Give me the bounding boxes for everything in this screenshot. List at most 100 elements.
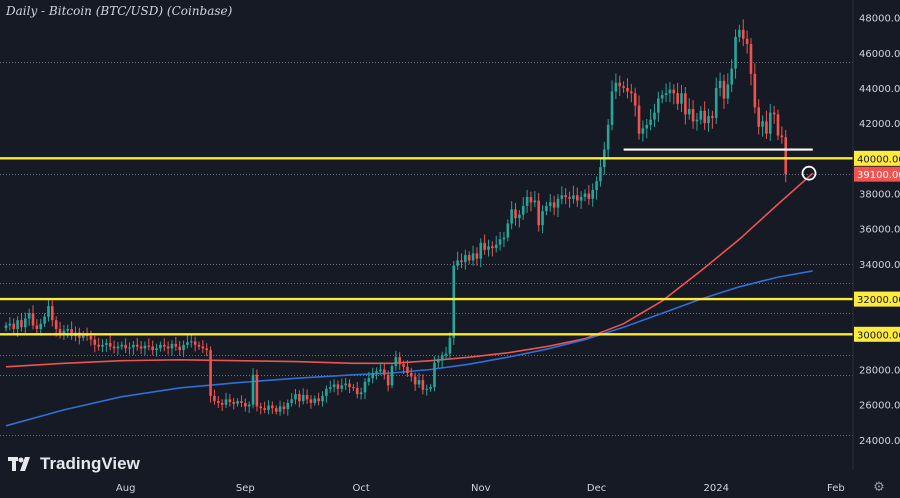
ema-red-line: [5, 172, 814, 368]
candle-body-up: [533, 200, 537, 203]
candle-body-down: [491, 246, 494, 249]
candle-body-down: [413, 376, 417, 385]
candle-body-down: [259, 406, 263, 409]
candle-body-down: [475, 253, 479, 259]
candle-body-up: [43, 316, 46, 324]
candle-body-down: [244, 402, 247, 407]
candle-body-up: [641, 128, 645, 134]
candle-body-up: [664, 93, 668, 96]
candle-body-down: [398, 357, 402, 365]
candle-body-up: [313, 398, 317, 403]
price-tick-label: 24000.00: [859, 436, 900, 447]
candle-body-up: [321, 395, 324, 402]
candle-body-up: [699, 110, 703, 120]
candle-body-up: [510, 209, 513, 224]
candle-body-up: [738, 29, 741, 37]
candle-body-up: [128, 347, 131, 349]
time-tick-label: Feb: [827, 483, 845, 494]
price-axis: 24000.00 26000.00 28000.00 30000.00 32000.00…: [854, 14, 900, 447]
candle-body-down: [93, 339, 97, 345]
candle-body-up: [714, 87, 718, 118]
candle-body-down: [54, 320, 58, 330]
candle-body-down: [757, 107, 760, 127]
candle-body-down: [537, 200, 540, 226]
candle-body-up: [487, 246, 490, 250]
candle-body-up: [591, 190, 595, 199]
candle-body-up: [39, 323, 43, 330]
candle-body-down: [684, 93, 687, 115]
candle-body-up: [506, 223, 510, 238]
candle-body-up: [425, 388, 429, 390]
candle-body-up: [668, 89, 672, 94]
time-axis: Aug Sep Oct Nov Dec 2024 Feb: [116, 483, 845, 494]
candle-body-up: [344, 383, 347, 386]
candle-body-down: [70, 329, 73, 337]
candle-body-down: [575, 195, 579, 201]
candle-body-down: [514, 209, 517, 219]
candle-body-up: [541, 211, 544, 226]
candle-body-down: [637, 105, 641, 134]
candle-body-up: [189, 341, 193, 343]
candle-body-up: [595, 181, 598, 191]
candle-body-up: [521, 205, 525, 215]
candle-body-up: [27, 313, 31, 319]
candle-body-up: [132, 344, 135, 348]
candle-body-up: [456, 260, 459, 266]
candle-body-down: [135, 344, 139, 347]
time-tick-label: Nov: [471, 483, 491, 494]
candle-body-up: [301, 394, 305, 402]
candle-body-down: [97, 344, 100, 347]
candle-body-up: [251, 374, 255, 405]
candle-body-up: [278, 406, 282, 412]
candle-body-down: [12, 323, 16, 330]
candle-body-up: [614, 82, 618, 92]
candle-body-down: [626, 87, 629, 92]
candle-body-up: [448, 337, 452, 354]
candle-body-up: [375, 371, 378, 373]
candle-body-down: [255, 374, 259, 407]
candle-body-up: [726, 84, 730, 99]
candle-body-down: [784, 137, 788, 175]
candle-body-up: [452, 265, 456, 338]
candle-body-up: [62, 330, 66, 335]
candle-body-up: [379, 369, 382, 372]
candle-body-up: [417, 380, 421, 385]
candle-body-up: [116, 346, 120, 349]
time-tick-label: Oct: [352, 483, 369, 494]
candle-body-up: [340, 385, 344, 389]
candle-body-down: [193, 341, 197, 345]
candle-body-up: [328, 387, 332, 389]
candle-body-down: [336, 384, 340, 389]
candle-body-down: [205, 348, 209, 351]
candle-body-down: [421, 380, 425, 390]
candle-body-up: [247, 404, 251, 407]
candle-body-up: [267, 405, 270, 410]
candle-body-up: [545, 205, 548, 212]
candle-body-up: [81, 334, 85, 338]
candle-body-down: [529, 197, 533, 203]
candle-body-down: [274, 408, 278, 412]
candle-body-down: [753, 73, 757, 108]
candle-body-down: [197, 344, 201, 347]
price-tick-label: 48000.00: [859, 14, 900, 25]
candle-body-up: [155, 348, 158, 351]
candle-body-down: [217, 401, 220, 403]
level-tag-30000: [854, 326, 900, 342]
candle-body-down: [108, 343, 112, 347]
candle-body-down: [483, 242, 486, 250]
candle-body-up: [371, 372, 374, 379]
candle-body-down: [271, 405, 274, 409]
level-tag-32000: [854, 291, 900, 307]
candle-body-down: [703, 110, 706, 124]
settings-gear-icon[interactable]: ⚙: [873, 480, 885, 495]
candle-body-up: [66, 329, 70, 331]
candle-body-up: [236, 401, 239, 404]
candle-body-down: [228, 399, 232, 403]
price-circle-marker: [801, 165, 817, 181]
candle-body-up: [707, 116, 710, 124]
candle-body-down: [711, 116, 714, 118]
candle-body-up: [695, 119, 699, 122]
candle-body-up: [730, 68, 733, 85]
time-tick-label: Sep: [236, 483, 255, 494]
